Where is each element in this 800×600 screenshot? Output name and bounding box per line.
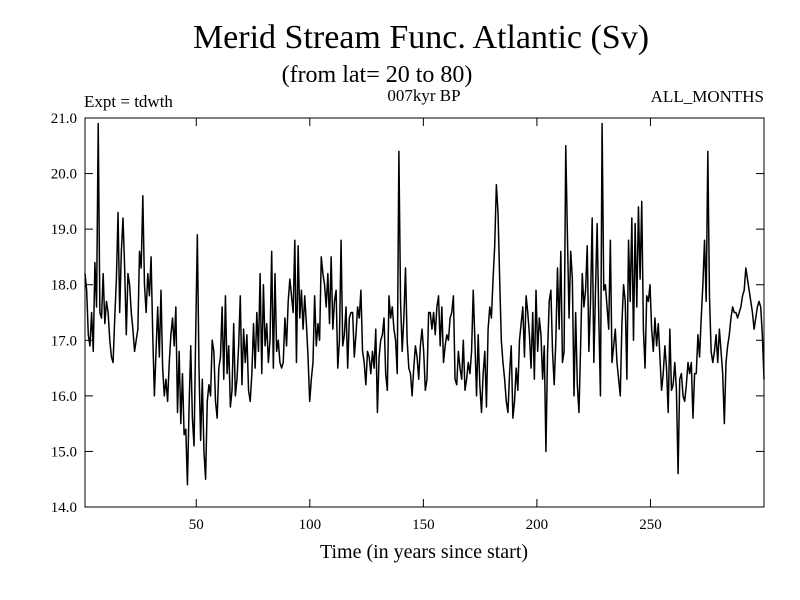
chart-title: Merid Stream Func. Atlantic (Sv)	[193, 19, 649, 56]
y-tick-label: 15.0	[51, 444, 77, 460]
y-tick-label: 14.0	[51, 500, 77, 516]
x-tick-label: 100	[299, 517, 322, 533]
y-tick-label: 20.0	[51, 167, 77, 183]
y-tick-label: 16.0	[51, 389, 77, 405]
y-tick-label: 17.0	[51, 333, 77, 349]
plot-frame	[84, 117, 765, 508]
y-axis-ticks: 14.0 15.0 16.0 17.0 18.0 19.0 20.0 21.0	[51, 111, 764, 516]
x-tick-label: 200	[526, 517, 549, 533]
y-tick-label: 18.0	[51, 278, 77, 294]
y-tick-label: 21.0	[51, 111, 77, 127]
x-axis-label: Time (in years since start)	[320, 541, 528, 563]
series-line-atlantic-stream-function	[84, 122, 765, 486]
x-tick-label: 250	[639, 517, 662, 533]
chart-subtitle: (from lat= 20 to 80)	[282, 62, 473, 88]
period-label: 007kyr BP	[387, 86, 460, 105]
x-tick-label: 50	[189, 517, 204, 533]
x-axis-ticks: 50 100 150 200 250	[189, 118, 662, 533]
y-tick-label: 19.0	[51, 222, 77, 238]
months-label: ALL_MONTHS	[651, 87, 764, 106]
experiment-label: Expt = tdwth	[84, 92, 173, 111]
x-tick-label: 150	[412, 517, 435, 533]
